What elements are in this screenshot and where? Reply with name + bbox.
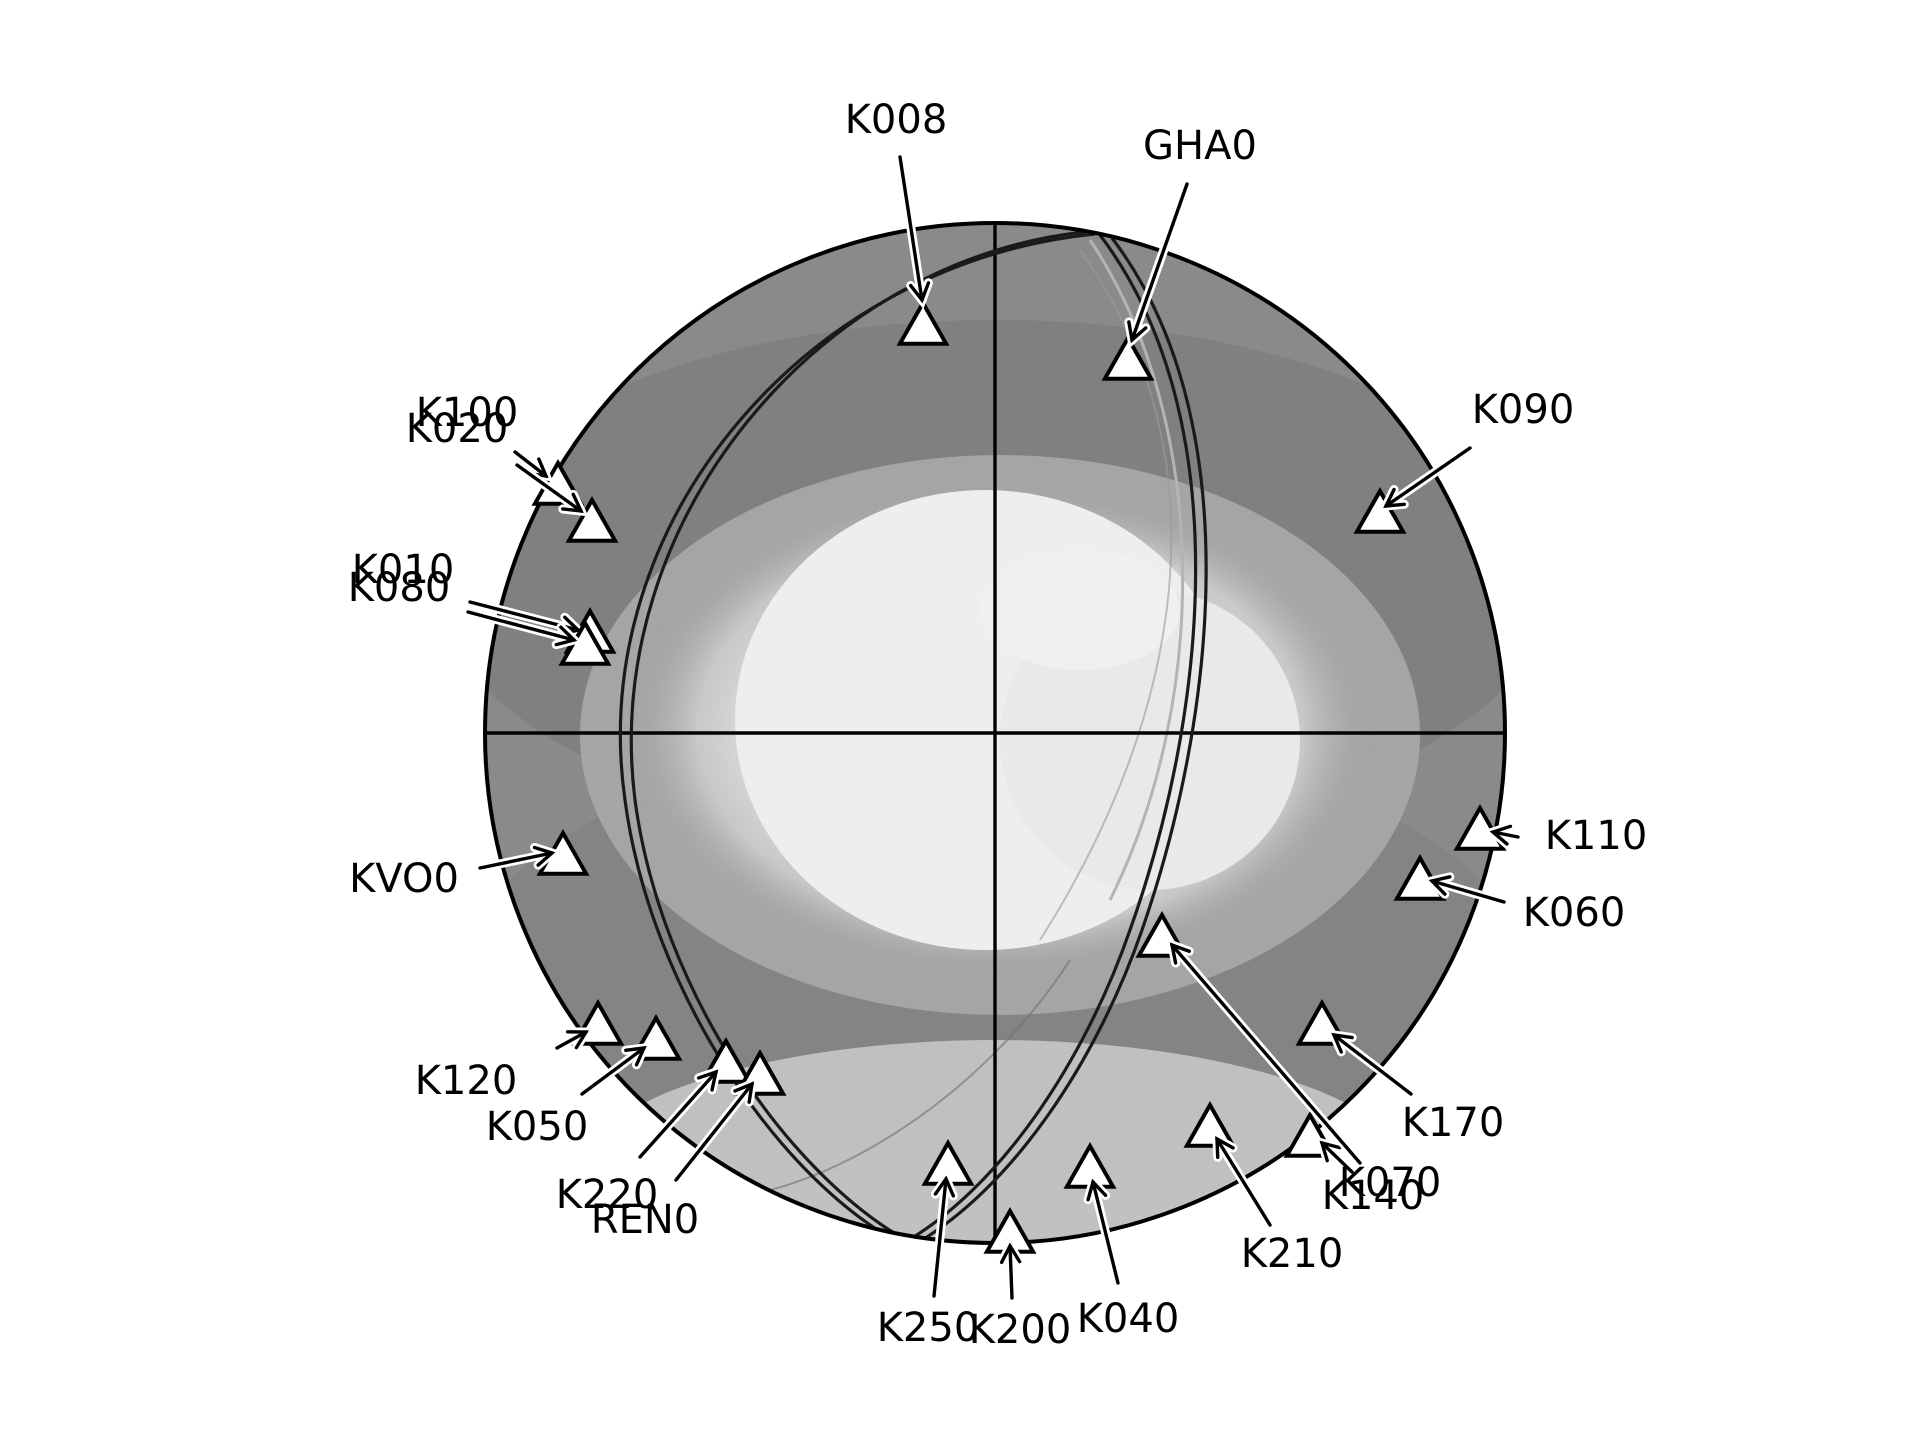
- station-label: K210: [1241, 1231, 1344, 1277]
- station-label: K010: [352, 547, 455, 593]
- station-pointer-arrow: [1484, 821, 1523, 849]
- station-ren0: REN0: [591, 1048, 787, 1243]
- station-k110: K110: [1453, 803, 1648, 859]
- station-label: REN0: [591, 1197, 699, 1243]
- station-gha0: GHA0: [1101, 123, 1257, 381]
- station-pointer-arrow: [1166, 938, 1365, 1168]
- station-pointer-arrow: [1124, 179, 1192, 349]
- station-marker-triangle: [1353, 486, 1407, 534]
- station-pointer-arrow: [1315, 1136, 1357, 1177]
- station-k120: K120: [415, 998, 625, 1104]
- station-k210: K210: [1183, 1100, 1344, 1277]
- station-label: K140: [1322, 1173, 1425, 1219]
- station-k040: K040: [1063, 1141, 1180, 1342]
- station-pointer-arrow: [577, 1042, 652, 1099]
- station-label: GHA0: [1143, 123, 1257, 169]
- station-k050: K050: [486, 1013, 683, 1150]
- station-label: K110: [1545, 813, 1648, 859]
- station-k008: K008: [845, 97, 950, 346]
- station-label: K080: [348, 565, 451, 611]
- station-pointer-arrow: [1423, 872, 1509, 907]
- station-pointer-arrow: [1212, 1131, 1275, 1230]
- station-kvo0: KVO0: [349, 828, 590, 902]
- station-label: K070: [1339, 1160, 1442, 1206]
- nodal-planes: [618, 230, 1208, 1243]
- station-k090: K090: [1353, 387, 1575, 534]
- station-pointer-arrow: [1326, 1029, 1416, 1099]
- station-label: K100: [416, 390, 519, 436]
- station-label: K250: [877, 1305, 980, 1351]
- station-k250: K250: [877, 1138, 980, 1351]
- station-label: K090: [1472, 387, 1575, 433]
- station-pointer-arrow: [463, 607, 583, 650]
- station-k200: K200: [969, 1206, 1072, 1353]
- station-k070: K070: [1135, 910, 1442, 1206]
- station-label: K120: [415, 1058, 518, 1104]
- station-k220: K220: [556, 1036, 753, 1218]
- station-k140: K140: [1283, 1110, 1425, 1219]
- station-label: KVO0: [349, 856, 459, 902]
- station-pointer-arrow: [997, 1236, 1025, 1303]
- station-label: K220: [556, 1172, 659, 1218]
- station-pointer-arrow: [552, 1027, 595, 1053]
- station-pointer-arrow: [671, 1076, 758, 1185]
- station-pointer-arrow: [635, 1065, 723, 1162]
- station-pointer-arrow: [929, 1169, 958, 1301]
- station-k080: K080: [348, 565, 612, 666]
- station-marker-triangle: [896, 298, 950, 346]
- station-marker-triangle: [1101, 333, 1155, 381]
- station-k170: K170: [1295, 998, 1505, 1146]
- station-marker-triangle: [1183, 1100, 1237, 1148]
- station-pointer-arrow: [1083, 1173, 1123, 1288]
- station-label: K060: [1523, 890, 1626, 936]
- station-label: K050: [486, 1104, 589, 1150]
- station-k100: K100: [416, 390, 585, 506]
- station-k020: K020: [406, 406, 619, 543]
- station-pointer-arrow: [895, 152, 933, 310]
- station-pointer-arrow: [475, 842, 561, 873]
- station-label: K008: [845, 97, 948, 143]
- station-k060: K060: [1393, 853, 1626, 936]
- station-label: K040: [1077, 1296, 1180, 1342]
- station-pointer-arrow: [512, 460, 589, 517]
- station-label: K200: [969, 1307, 1072, 1353]
- station-pointer-arrow: [1378, 443, 1475, 512]
- station-marker-triangle: [565, 495, 619, 543]
- station-label: K020: [406, 406, 509, 452]
- station-label: K170: [1402, 1100, 1505, 1146]
